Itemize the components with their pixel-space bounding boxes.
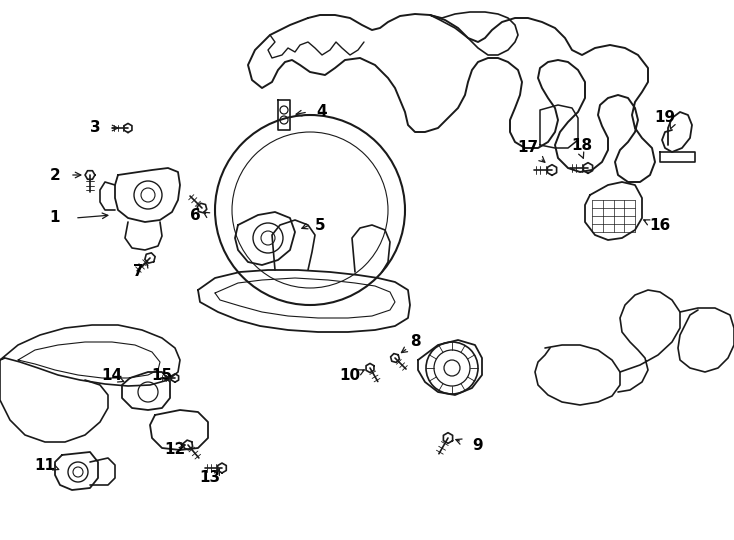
Text: 13: 13 <box>200 470 220 485</box>
Text: 5: 5 <box>315 218 325 233</box>
Text: 1: 1 <box>50 211 60 226</box>
Text: 17: 17 <box>517 140 539 156</box>
Text: 16: 16 <box>650 218 671 233</box>
Text: 9: 9 <box>473 437 483 453</box>
Text: 18: 18 <box>572 138 592 152</box>
Text: 12: 12 <box>164 442 186 457</box>
Text: 15: 15 <box>151 368 172 382</box>
Text: 3: 3 <box>90 120 101 136</box>
Text: 8: 8 <box>410 334 421 349</box>
Text: 11: 11 <box>34 457 56 472</box>
Text: 7: 7 <box>133 265 143 280</box>
Text: 6: 6 <box>189 207 200 222</box>
Text: 2: 2 <box>50 167 60 183</box>
Text: 10: 10 <box>339 368 360 382</box>
Text: 14: 14 <box>101 368 123 382</box>
Text: 4: 4 <box>316 105 327 119</box>
Text: 19: 19 <box>655 111 675 125</box>
